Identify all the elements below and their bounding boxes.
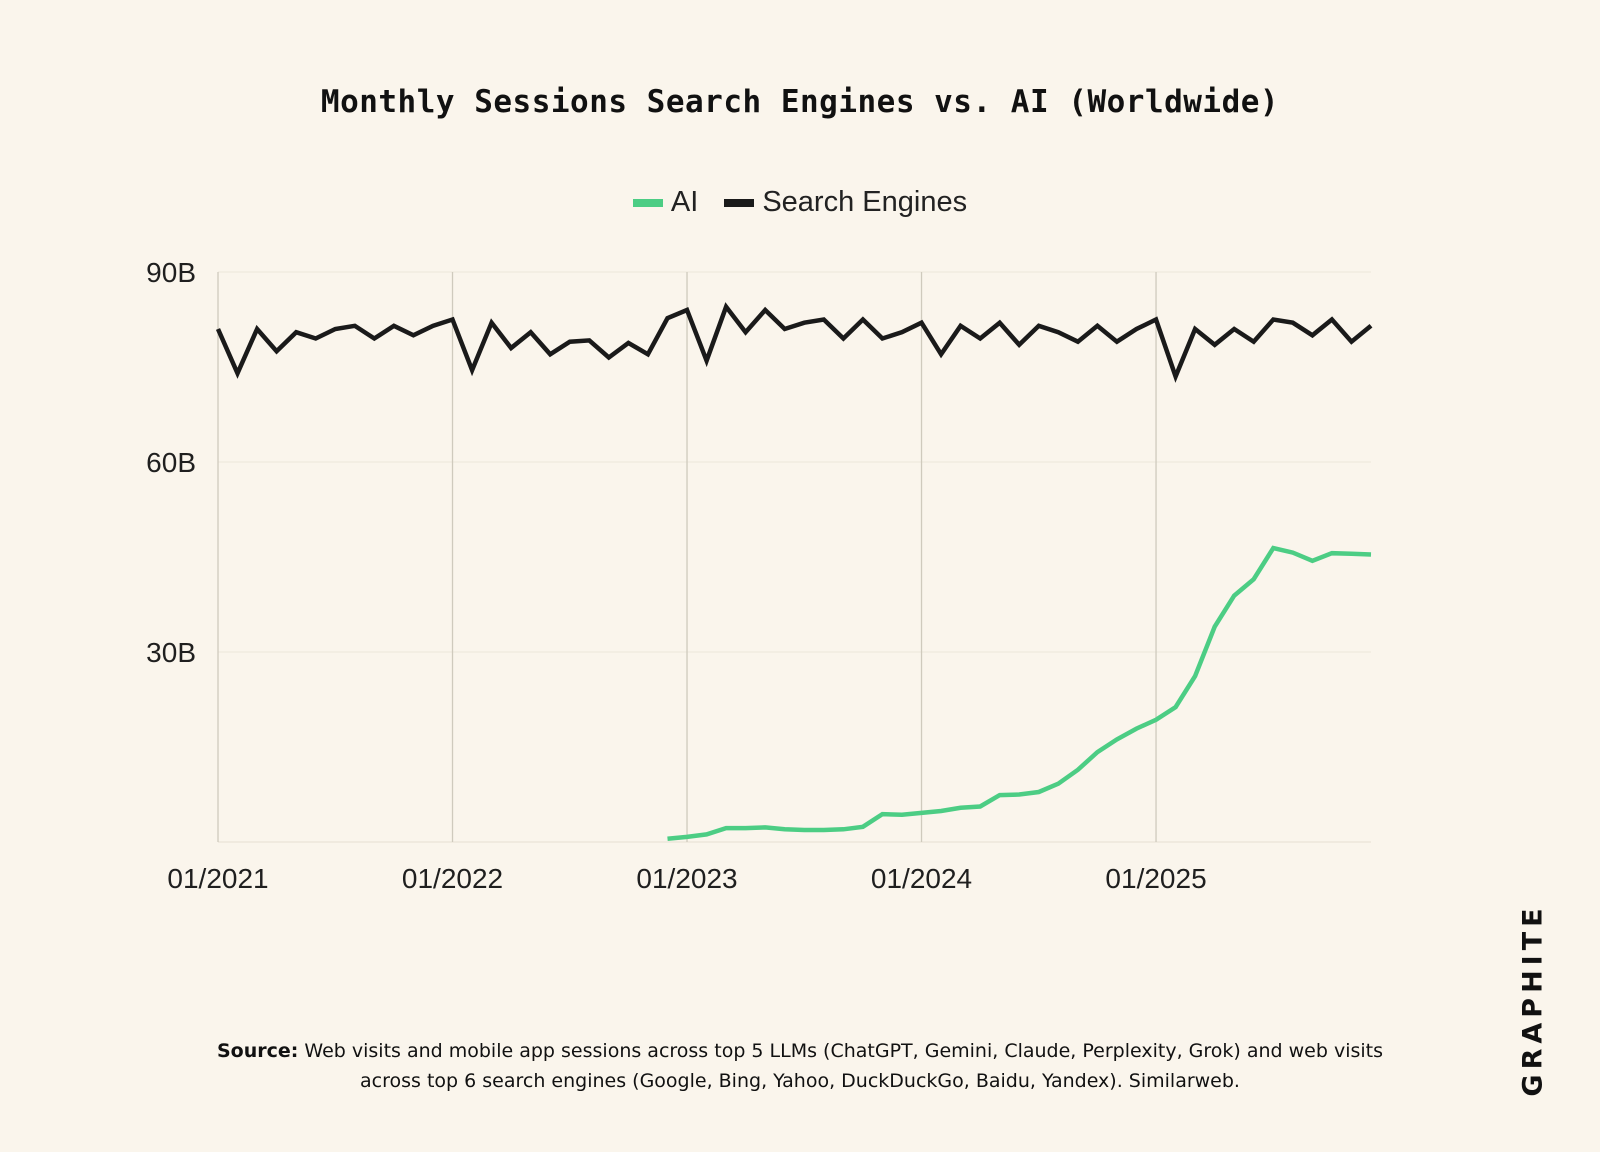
y-tick-label-60B: 60B [146,447,196,478]
source-label: Source: [216,1040,299,1062]
legend-item-search-engines: Search Engines [724,186,967,219]
legend-label-search-engines: Search Engines [762,186,968,218]
y-tick-label-30B: 30B [146,637,196,668]
series-line-search-engines [215,302,1373,383]
y-tick-label-90B: 90B [146,257,196,288]
x-tick-label-01/2023: 01/2023 [636,863,737,894]
source-text: Web visits and mobile app sessions acros… [304,1040,1384,1092]
chart-title: Monthly Sessions Search Engines vs. AI (… [320,84,1280,120]
x-tick-label-01/2021: 01/2021 [167,863,268,894]
chart-legend: AI Search Engines [0,186,1600,219]
x-tick-label-01/2025: 01/2025 [1105,863,1206,894]
source-note: Source: Web visits and mobile app sessio… [200,1036,1400,1096]
legend-swatch-search-engines [724,198,755,207]
legend-item-ai: AI [632,186,699,219]
legend-label-ai: AI [670,186,699,218]
brand-logo: GRAPHITE [1517,903,1549,1097]
x-tick-label-01/2022: 01/2022 [402,863,503,894]
legend-swatch-ai [632,198,663,207]
series-line-ai [667,545,1372,842]
x-tick-label-01/2024: 01/2024 [871,863,972,894]
